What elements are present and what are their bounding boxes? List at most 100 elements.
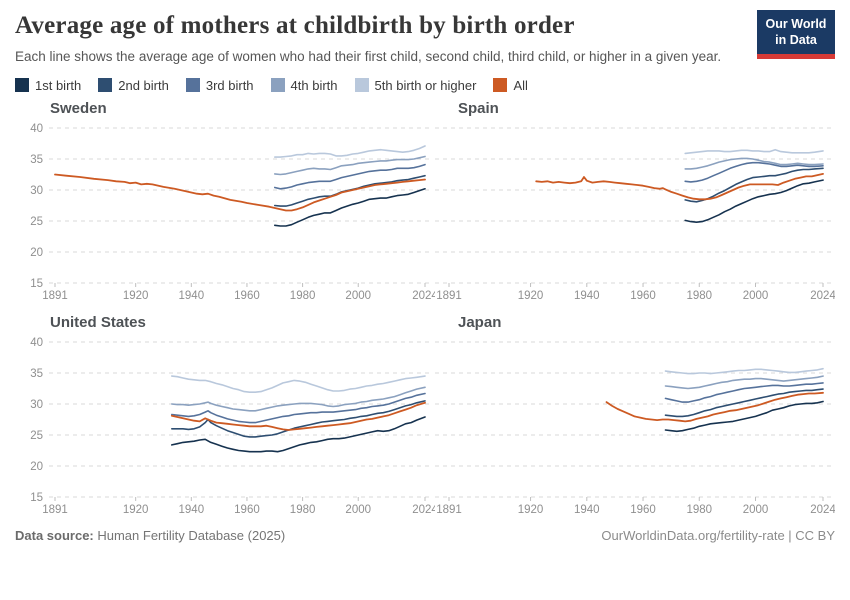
owid-logo[interactable]: Our World in Data — [757, 10, 835, 60]
legend-swatch-icon — [354, 78, 369, 93]
panel-title-japan: Japan — [458, 313, 502, 331]
chart-footer: Data source: Human Fertility Database (2… — [15, 528, 835, 543]
legend-label: 2nd birth — [118, 77, 169, 93]
legend-swatch-icon — [185, 78, 200, 93]
legend-item-1st-birth[interactable]: 1st birth — [15, 78, 81, 93]
y-axis-label-25: 25 — [30, 216, 43, 228]
x-axis-label-1920: 1920 — [123, 290, 149, 302]
chart-panel-sweden: Sweden 15 20 25 30 35 40 1891 1920 1940 1960 1980 20… — [15, 100, 435, 304]
x-axis-label-1940: 1940 — [179, 504, 205, 516]
data-source: Data source: Human Fertility Database (2… — [15, 528, 285, 543]
series-line-5th-birth-or-higher[interactable] — [273, 145, 426, 158]
legend-swatch-icon — [493, 78, 508, 93]
data-source-text: Human Fertility Database (2025) — [93, 527, 286, 543]
legend-swatch-icon — [98, 78, 113, 93]
x-axis-label-2024: 2024 — [810, 290, 835, 302]
x-axis-label-1980: 1980 — [686, 290, 712, 302]
x-axis-label-2024: 2024 — [810, 504, 835, 516]
x-axis-label-1891: 1891 — [42, 290, 68, 302]
series-line-4th-birth[interactable] — [273, 155, 426, 176]
data-source-label: Data source: — [15, 527, 94, 543]
legend-item-3rd-birth[interactable]: 3rd birth — [185, 77, 254, 93]
page-title: Average age of mothers at childbirth by … — [15, 12, 575, 39]
series-line-5th-birth-or-higher[interactable] — [171, 375, 426, 393]
x-axis-label-1960: 1960 — [630, 504, 656, 516]
series-line-3rd-birth[interactable] — [684, 161, 824, 183]
series-line-all[interactable] — [535, 172, 824, 201]
x-axis-label-1980: 1980 — [686, 504, 712, 516]
chart-svg-sweden[interactable]: 15 20 25 30 35 40 1891 1920 1940 1960 1980 2000 2024 — [15, 120, 435, 304]
x-axis-label-1980: 1980 — [290, 504, 316, 516]
credit-link[interactable]: OurWorldinData.org/fertility-rate | CC B… — [601, 527, 835, 543]
panel-title-spain: Spain — [458, 99, 499, 117]
legend-label: 3rd birth — [205, 77, 254, 93]
series-line-4th-birth[interactable] — [664, 375, 824, 390]
charts-grid: Sweden 15 20 25 30 35 40 1891 1920 1940 1960 1980 20… — [15, 100, 835, 518]
chart-header: Average age of mothers at childbirth by … — [15, 10, 835, 67]
x-axis-label-1920: 1920 — [518, 504, 544, 516]
series-line-5th-birth-or-higher[interactable] — [664, 367, 824, 375]
chart-svg-united-states[interactable]: 15 20 25 30 35 40 1891 1920 1940 1960 1980 2000 2024 — [15, 334, 435, 518]
series-line-3rd-birth[interactable] — [664, 381, 824, 403]
chart-svg-japan[interactable]: 1891 1920 1940 1960 1980 2000 2024 — [435, 334, 835, 518]
chart-subtitle: Each line shows the average age of women… — [15, 49, 722, 64]
x-axis-label-1980: 1980 — [290, 290, 316, 302]
series-line-5th-birth-or-higher[interactable] — [684, 148, 824, 155]
series-line-1st-birth[interactable] — [171, 416, 426, 453]
x-axis-label-1940: 1940 — [574, 504, 600, 516]
y-axis-label-35: 35 — [30, 154, 43, 166]
x-axis-label-2000: 2000 — [345, 290, 371, 302]
x-axis-label-1891: 1891 — [42, 504, 68, 516]
legend-item-2nd-birth[interactable]: 2nd birth — [98, 78, 169, 93]
x-axis-label-1891: 1891 — [436, 504, 462, 516]
y-axis-label-25: 25 — [30, 430, 43, 442]
series-line-all[interactable] — [170, 401, 426, 431]
legend-swatch-icon — [270, 78, 285, 93]
x-axis-label-1940: 1940 — [574, 290, 600, 302]
y-axis-label-35: 35 — [30, 368, 43, 380]
chart-panel-united-states: United States 15 20 25 30 35 40 1891 1920 1940 196… — [15, 314, 435, 518]
legend-label: 1st birth — [35, 77, 82, 93]
legend-item-5th-birth-or-higher[interactable]: 5th birth or higher — [354, 77, 477, 93]
series-line-1st-birth[interactable] — [273, 187, 426, 227]
y-axis-label-20: 20 — [30, 461, 43, 473]
legend-item-4th-birth[interactable]: 4th birth — [270, 77, 338, 93]
y-axis-label-40: 40 — [30, 123, 43, 135]
legend: 1st birth 2nd birth 3rd birth 4th birth 5th … — [15, 78, 835, 93]
x-axis-label-1920: 1920 — [123, 504, 149, 516]
series-line-4th-birth[interactable] — [171, 386, 426, 412]
legend-swatch-icon — [15, 78, 29, 93]
series-line-1st-birth[interactable] — [664, 400, 824, 432]
series-line-all[interactable] — [54, 173, 426, 212]
x-axis-label-1891: 1891 — [436, 290, 462, 302]
x-axis-label-1960: 1960 — [234, 290, 260, 302]
owid-logo-line1: Our World — [765, 17, 827, 31]
legend-item-all[interactable]: All — [493, 77, 528, 93]
series-line-3rd-birth[interactable] — [273, 163, 426, 190]
series-line-all[interactable] — [605, 391, 824, 423]
chart-panel-spain: Spain 1891 1920 1940 1960 1980 2000 2024 — [435, 100, 835, 304]
x-axis-label-2000: 2000 — [743, 504, 769, 516]
legend-label: 5th birth or higher — [374, 77, 477, 93]
y-axis-label-20: 20 — [30, 247, 43, 259]
x-axis-label-1940: 1940 — [179, 290, 205, 302]
series-line-1st-birth[interactable] — [684, 179, 824, 223]
x-axis-label-2000: 2000 — [743, 290, 769, 302]
legend-label: 4th birth — [290, 77, 338, 93]
x-axis-label-1920: 1920 — [518, 290, 544, 302]
panel-title-united-states: United States — [50, 313, 146, 331]
series-line-2nd-birth[interactable] — [664, 388, 824, 418]
y-axis-label-30: 30 — [30, 399, 43, 411]
chart-svg-spain[interactable]: 1891 1920 1940 1960 1980 2000 2024 — [435, 120, 835, 304]
panel-title-sweden: Sweden — [50, 99, 107, 117]
y-axis-label-15: 15 — [30, 278, 43, 290]
x-axis-label-2024: 2024 — [412, 290, 435, 302]
series-line-3rd-birth[interactable] — [171, 392, 426, 424]
legend-label: All — [513, 77, 528, 93]
y-axis-label-40: 40 — [30, 337, 43, 349]
x-axis-label-1960: 1960 — [234, 504, 260, 516]
series-line-4th-birth[interactable] — [684, 157, 824, 170]
series-line-2nd-birth[interactable] — [171, 399, 426, 438]
x-axis-label-1960: 1960 — [630, 290, 656, 302]
owid-logo-line2: in Data — [775, 32, 817, 47]
